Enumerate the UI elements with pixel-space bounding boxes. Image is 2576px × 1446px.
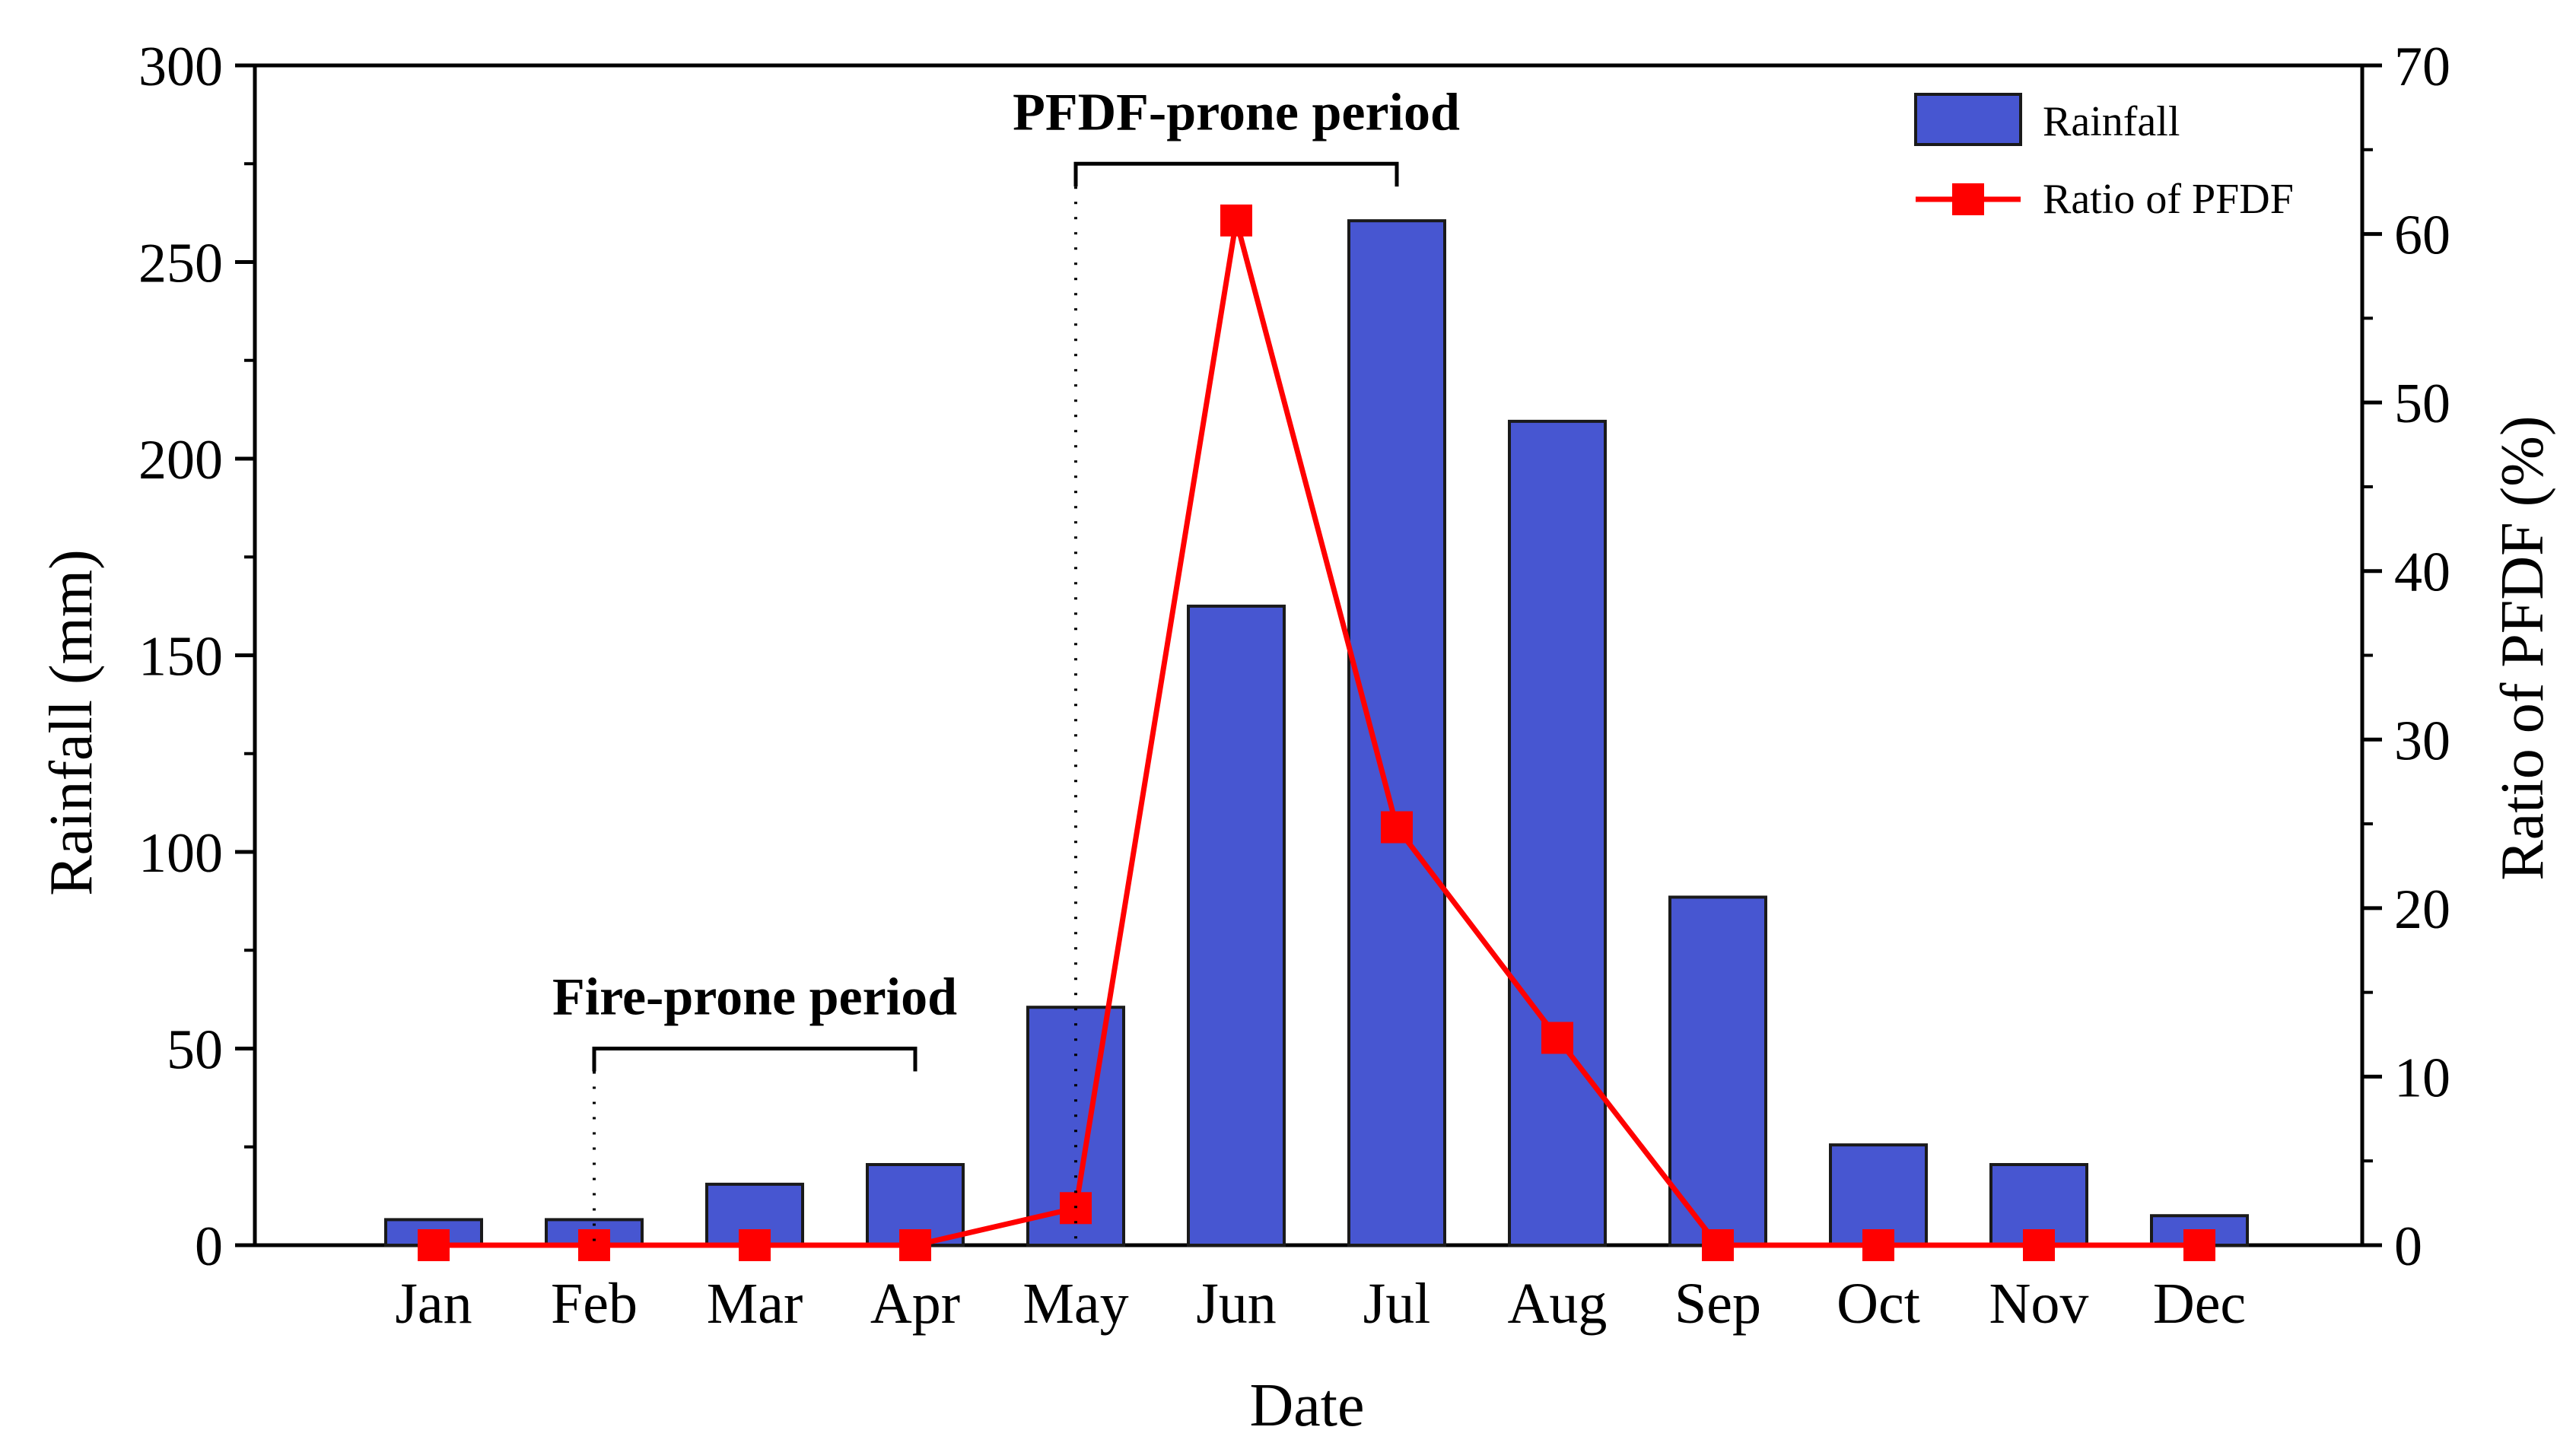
- x-tick-label-apr: Apr: [870, 1272, 960, 1336]
- ratio-point-aug: [1541, 1022, 1573, 1054]
- x-tick-label-dec: Dec: [2153, 1272, 2246, 1336]
- y2-tick-label: 0: [2394, 1216, 2422, 1278]
- line-series: [418, 204, 2215, 1261]
- ratio-point-apr: [899, 1229, 931, 1261]
- legend-label-ratio: Ratio of PFDF: [2043, 176, 2294, 223]
- annotations: Fire-prone period PFDF-prone period: [552, 83, 1460, 1245]
- x-tick-label-oct: Oct: [1837, 1272, 1920, 1336]
- plot-frame: [253, 63, 2365, 1247]
- x-tick-label-jul: Jul: [1363, 1272, 1431, 1336]
- y-tick-label: 0: [195, 1216, 223, 1278]
- y-tick-label: 300: [138, 36, 223, 98]
- y-tick-label: 50: [167, 1019, 223, 1082]
- y-tick-label: 250: [138, 233, 223, 295]
- x-tick-label-feb: Feb: [551, 1272, 638, 1336]
- ratio-point-jun: [1220, 204, 1252, 237]
- axes: 0 50 100 150 200 250 300 0 10 20 30 40 50 60 70 Jan Feb M…: [138, 36, 2450, 1336]
- bar-series: [384, 219, 2249, 1247]
- x-axis-label: Date: [1249, 1372, 1364, 1439]
- ratio-point-jul: [1381, 811, 1413, 844]
- y-tick-label: 200: [138, 429, 223, 491]
- bar-oct: [1829, 1143, 1928, 1247]
- ratio-point-nov: [2023, 1229, 2055, 1261]
- y-tick-label: 150: [138, 626, 223, 688]
- fire-prone-bracket: [592, 1047, 918, 1072]
- legend: Rainfall Ratio of PFDF: [1914, 93, 2294, 223]
- y2-tick-label: 70: [2394, 36, 2450, 98]
- ratio-point-dec: [2183, 1229, 2215, 1261]
- y2-tick-label: 30: [2394, 710, 2450, 772]
- ratio-point-mar: [739, 1229, 771, 1261]
- x-tick-label-jan: Jan: [395, 1272, 472, 1336]
- fire-prone-label: Fire-prone period: [552, 968, 957, 1027]
- y2-tick-label: 20: [2394, 879, 2450, 941]
- y2-tick-label: 50: [2394, 373, 2450, 435]
- y-tick-label: 100: [138, 822, 223, 885]
- y-axis-label: Rainfall (mm): [38, 549, 105, 895]
- x-tick-label-nov: Nov: [1989, 1272, 2089, 1336]
- y2-tick-label: 60: [2394, 205, 2450, 267]
- y2-tick-label: 40: [2394, 542, 2450, 604]
- y2-tick-label: 10: [2394, 1047, 2450, 1109]
- ratio-line: [434, 219, 2199, 1248]
- ratio-point-sep: [1702, 1229, 1734, 1261]
- pfdf-prone-bracket: [1073, 161, 1399, 187]
- x-tick-label-sep: Sep: [1674, 1272, 1761, 1336]
- bar-jun: [1187, 604, 1286, 1247]
- bar-aug: [1508, 419, 1607, 1247]
- pfdf-prone-label: PFDF-prone period: [1013, 83, 1460, 141]
- bar-sep: [1668, 895, 1767, 1247]
- ratio-point-jan: [418, 1229, 450, 1261]
- bar-jul: [1347, 219, 1446, 1247]
- x-tick-label-mar: Mar: [707, 1272, 803, 1336]
- ratio-point-may: [1060, 1192, 1092, 1225]
- ratio-point-oct: [1862, 1229, 1894, 1261]
- y2-axis-label: Ratio of PFDF (%): [2489, 415, 2556, 880]
- x-tick-label-aug: Aug: [1508, 1272, 1608, 1336]
- legend-swatch-rainfall: [1914, 93, 2022, 146]
- x-tick-label-may: May: [1022, 1272, 1128, 1336]
- x-tick-label-jun: Jun: [1196, 1272, 1277, 1336]
- plot-border: [253, 63, 2365, 1247]
- ratio-point-feb: [578, 1229, 610, 1261]
- legend-label-rainfall: Rainfall: [2043, 98, 2180, 145]
- legend-marker-ratio: [1952, 183, 1984, 215]
